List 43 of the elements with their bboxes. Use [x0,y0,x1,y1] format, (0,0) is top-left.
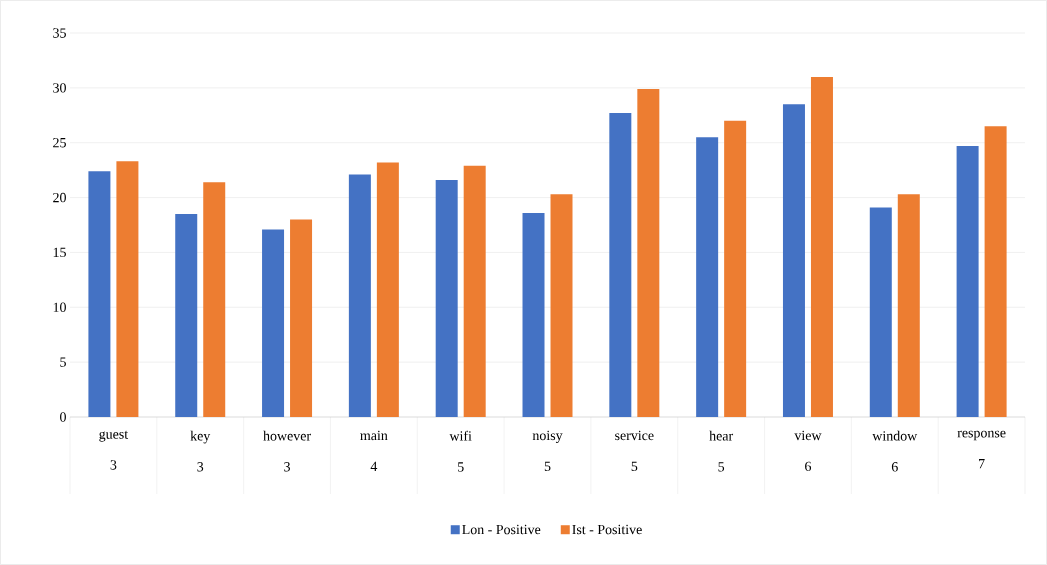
category-label: wifi 5 [449,430,472,472]
bar [262,229,285,417]
bar [116,161,139,417]
bar [203,182,226,417]
bar [348,174,371,417]
y-tick-label: 25 [53,138,66,148]
bar [984,126,1007,417]
y-tick-label: 10 [53,302,66,312]
category-label: main 4 [360,430,388,471]
bar [869,207,892,417]
category-label: noisy 5 [532,430,563,472]
y-tick-label: 5 [60,357,66,367]
bar [550,194,573,417]
category-label: hear 5 [709,430,734,472]
legend-label: Lon - Positive [462,524,541,535]
y-tick-label: 35 [53,28,66,38]
bar [696,137,719,417]
category-label: key 3 [190,430,211,472]
y-tick-label: 20 [53,192,66,203]
category-label: window 6 [872,430,918,472]
category-label: view 6 [794,430,822,472]
bar [609,113,632,417]
y-tick-label: 15 [53,247,66,258]
bar [956,146,979,417]
bar [522,212,545,417]
bar [376,162,399,417]
legend-label: Ist - Positive [572,524,642,535]
bar [897,194,920,417]
bar [463,165,486,417]
bar [637,88,660,417]
y-tick-label: 30 [53,83,66,93]
category-label: response 7 [957,430,1006,469]
bar [175,214,198,417]
bar [782,104,805,417]
bar [724,120,747,417]
bar [88,171,111,417]
category-label: service 5 [615,430,654,472]
bar [435,180,458,417]
bar [810,76,833,417]
y-tick-label: 0 [60,412,66,422]
bar [290,219,313,417]
category-label: however 3 [263,430,311,472]
category-label: guest 3 [99,430,129,470]
